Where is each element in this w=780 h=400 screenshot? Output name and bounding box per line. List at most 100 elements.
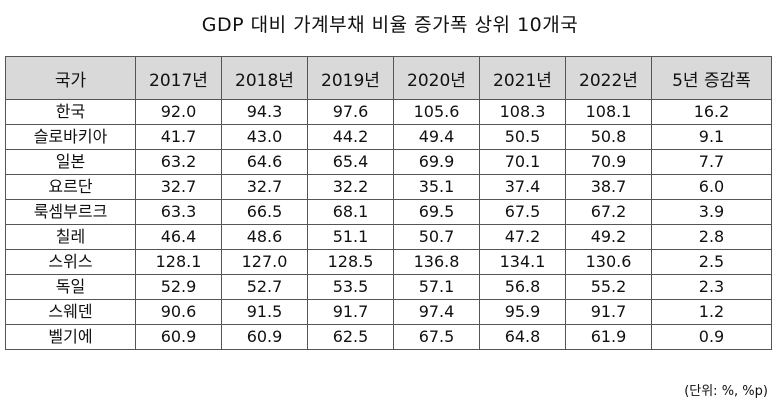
value-cell: 52.9 (135, 274, 222, 300)
value-cell: 128.1 (135, 249, 222, 275)
table-row: 요르단 32.7 32.7 32.2 35.1 37.4 38.7 6.0 (5, 174, 772, 200)
value-cell: 127.0 (221, 249, 308, 275)
value-cell: 46.4 (135, 224, 222, 250)
value-cell: 91.7 (307, 299, 394, 325)
gdp-debt-table: 국가 2017년 2018년 2019년 2020년 2021년 2022년 5… (5, 56, 772, 350)
change-cell: 1.2 (651, 299, 772, 325)
change-cell: 3.9 (651, 199, 772, 225)
change-cell: 2.3 (651, 274, 772, 300)
value-cell: 57.1 (393, 274, 480, 300)
country-cell: 룩셈부르크 (5, 199, 136, 225)
table-row: 독일 52.9 52.7 53.5 57.1 56.8 55.2 2.3 (5, 274, 772, 300)
country-cell: 독일 (5, 274, 136, 300)
header-2017: 2017년 (135, 56, 222, 100)
table-row: 룩셈부르크 63.3 66.5 68.1 69.5 67.5 67.2 3.9 (5, 199, 772, 225)
table-row: 칠레 46.4 48.6 51.1 50.7 47.2 49.2 2.8 (5, 224, 772, 250)
table-row: 한국 92.0 94.3 97.6 105.6 108.3 108.1 16.2 (5, 99, 772, 125)
value-cell: 50.8 (565, 124, 652, 150)
value-cell: 60.9 (135, 324, 222, 350)
value-cell: 108.1 (565, 99, 652, 125)
value-cell: 63.3 (135, 199, 222, 225)
value-cell: 44.2 (307, 124, 394, 150)
header-2022: 2022년 (565, 56, 652, 100)
header-2021: 2021년 (479, 56, 566, 100)
unit-note: (단위: %, %p) (684, 384, 768, 399)
value-cell: 41.7 (135, 124, 222, 150)
value-cell: 94.3 (221, 99, 308, 125)
value-cell: 95.9 (479, 299, 566, 325)
value-cell: 130.6 (565, 249, 652, 275)
value-cell: 51.1 (307, 224, 394, 250)
change-cell: 6.0 (651, 174, 772, 200)
value-cell: 69.9 (393, 149, 480, 175)
change-cell: 0.9 (651, 324, 772, 350)
value-cell: 32.7 (135, 174, 222, 200)
country-cell: 일본 (5, 149, 136, 175)
table-row: 스위스 128.1 127.0 128.5 136.8 134.1 130.6 … (5, 249, 772, 275)
value-cell: 62.5 (307, 324, 394, 350)
value-cell: 97.4 (393, 299, 480, 325)
header-2018: 2018년 (221, 56, 308, 100)
country-cell: 요르단 (5, 174, 136, 200)
value-cell: 108.3 (479, 99, 566, 125)
value-cell: 35.1 (393, 174, 480, 200)
header-5yr-change: 5년 증감폭 (651, 56, 772, 100)
value-cell: 56.8 (479, 274, 566, 300)
value-cell: 32.7 (221, 174, 308, 200)
table-row: 스웨덴 90.6 91.5 91.7 97.4 95.9 91.7 1.2 (5, 299, 772, 325)
header-2020: 2020년 (393, 56, 480, 100)
change-cell: 9.1 (651, 124, 772, 150)
value-cell: 64.8 (479, 324, 566, 350)
value-cell: 32.2 (307, 174, 394, 200)
value-cell: 69.5 (393, 199, 480, 225)
value-cell: 105.6 (393, 99, 480, 125)
country-cell: 스위스 (5, 249, 136, 275)
value-cell: 70.1 (479, 149, 566, 175)
table-title: GDP 대비 가계부채 비율 증가폭 상위 10개국 (201, 14, 579, 36)
value-cell: 91.7 (565, 299, 652, 325)
table-row: 벨기에 60.9 60.9 62.5 67.5 64.8 61.9 0.9 (5, 324, 772, 350)
value-cell: 128.5 (307, 249, 394, 275)
header-2019: 2019년 (307, 56, 394, 100)
value-cell: 97.6 (307, 99, 394, 125)
value-cell: 61.9 (565, 324, 652, 350)
change-cell: 16.2 (651, 99, 772, 125)
value-cell: 91.5 (221, 299, 308, 325)
value-cell: 67.5 (479, 199, 566, 225)
value-cell: 63.2 (135, 149, 222, 175)
value-cell: 37.4 (479, 174, 566, 200)
value-cell: 65.4 (307, 149, 394, 175)
value-cell: 47.2 (479, 224, 566, 250)
value-cell: 48.6 (221, 224, 308, 250)
value-cell: 60.9 (221, 324, 308, 350)
value-cell: 70.9 (565, 149, 652, 175)
value-cell: 90.6 (135, 299, 222, 325)
change-cell: 2.5 (651, 249, 772, 275)
value-cell: 50.7 (393, 224, 480, 250)
value-cell: 68.1 (307, 199, 394, 225)
value-cell: 49.4 (393, 124, 480, 150)
value-cell: 49.2 (565, 224, 652, 250)
country-cell: 칠레 (5, 224, 136, 250)
value-cell: 67.5 (393, 324, 480, 350)
value-cell: 38.7 (565, 174, 652, 200)
value-cell: 67.2 (565, 199, 652, 225)
change-cell: 7.7 (651, 149, 772, 175)
table-row: 일본 63.2 64.6 65.4 69.9 70.1 70.9 7.7 (5, 149, 772, 175)
value-cell: 134.1 (479, 249, 566, 275)
value-cell: 136.8 (393, 249, 480, 275)
header-row: 국가 2017년 2018년 2019년 2020년 2021년 2022년 5… (5, 56, 772, 100)
header-country: 국가 (5, 56, 136, 100)
country-cell: 슬로바키아 (5, 124, 136, 150)
value-cell: 66.5 (221, 199, 308, 225)
value-cell: 50.5 (479, 124, 566, 150)
table-row: 슬로바키아 41.7 43.0 44.2 49.4 50.5 50.8 9.1 (5, 124, 772, 150)
value-cell: 53.5 (307, 274, 394, 300)
country-cell: 한국 (5, 99, 136, 125)
value-cell: 52.7 (221, 274, 308, 300)
change-cell: 2.8 (651, 224, 772, 250)
country-cell: 벨기에 (5, 324, 136, 350)
value-cell: 64.6 (221, 149, 308, 175)
value-cell: 43.0 (221, 124, 308, 150)
value-cell: 92.0 (135, 99, 222, 125)
